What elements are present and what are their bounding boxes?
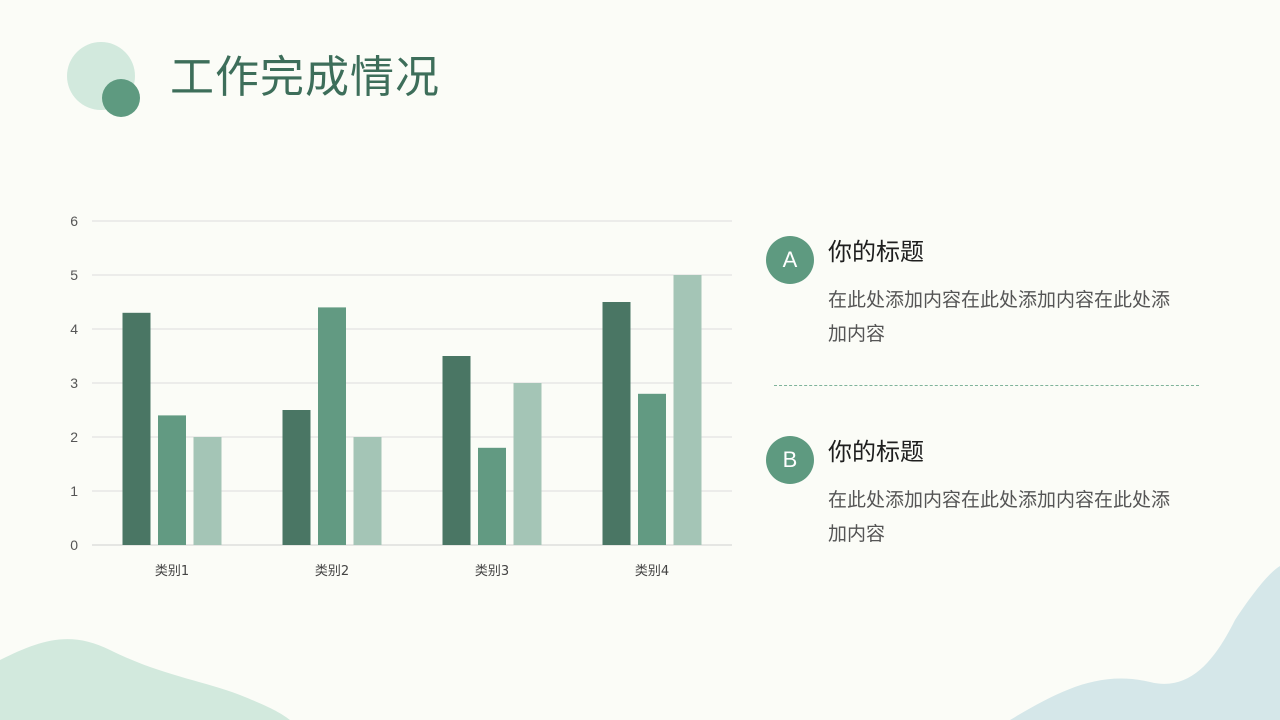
y-tick-label: 0 bbox=[70, 537, 78, 553]
bar-2-series-2 bbox=[318, 307, 346, 545]
y-tick-label: 3 bbox=[70, 375, 78, 391]
x-category-label: 类别2 bbox=[315, 564, 349, 579]
badge-b: B bbox=[766, 436, 814, 484]
bar-4-series-1 bbox=[602, 302, 631, 545]
x-category-label: 类别3 bbox=[475, 564, 509, 579]
bar-4-series-2 bbox=[638, 393, 666, 545]
item-b-description: 在此处添加内容在此处添加内容在此处添加内容 bbox=[828, 489, 1171, 545]
bar-1-series-3 bbox=[193, 437, 222, 545]
bar-2-series-3 bbox=[353, 437, 382, 545]
y-tick-label: 1 bbox=[70, 483, 78, 499]
bar-1-series-2 bbox=[158, 415, 186, 545]
x-category-label: 类别4 bbox=[635, 564, 669, 579]
page-title: 工作完成情况 bbox=[170, 52, 440, 103]
bar-1-series-1 bbox=[122, 312, 151, 545]
decorative-circle-small bbox=[102, 79, 140, 117]
item-a-description: 在此处添加内容在此处添加内容在此处添加内容 bbox=[828, 289, 1171, 345]
y-tick-label: 2 bbox=[70, 429, 78, 445]
bar-3-series-1 bbox=[442, 356, 471, 545]
badge-a: A bbox=[766, 236, 814, 284]
y-tick-label: 4 bbox=[70, 321, 78, 337]
y-tick-label: 5 bbox=[70, 267, 78, 283]
bar-3-series-2 bbox=[478, 447, 506, 545]
item-a-title: 你的标题 bbox=[828, 238, 924, 266]
bar-3-series-3 bbox=[513, 383, 542, 545]
x-category-label: 类别1 bbox=[155, 564, 189, 579]
bar-2-series-1 bbox=[282, 410, 311, 545]
bar-4-series-3 bbox=[673, 275, 702, 545]
y-tick-label: 6 bbox=[70, 213, 78, 229]
item-b-title: 你的标题 bbox=[828, 438, 924, 466]
dashed-divider bbox=[774, 385, 1199, 386]
bar-chart: 0 1 2 3 4 5 6 类别1 类别2 类别3 类别4 bbox=[70, 213, 732, 579]
